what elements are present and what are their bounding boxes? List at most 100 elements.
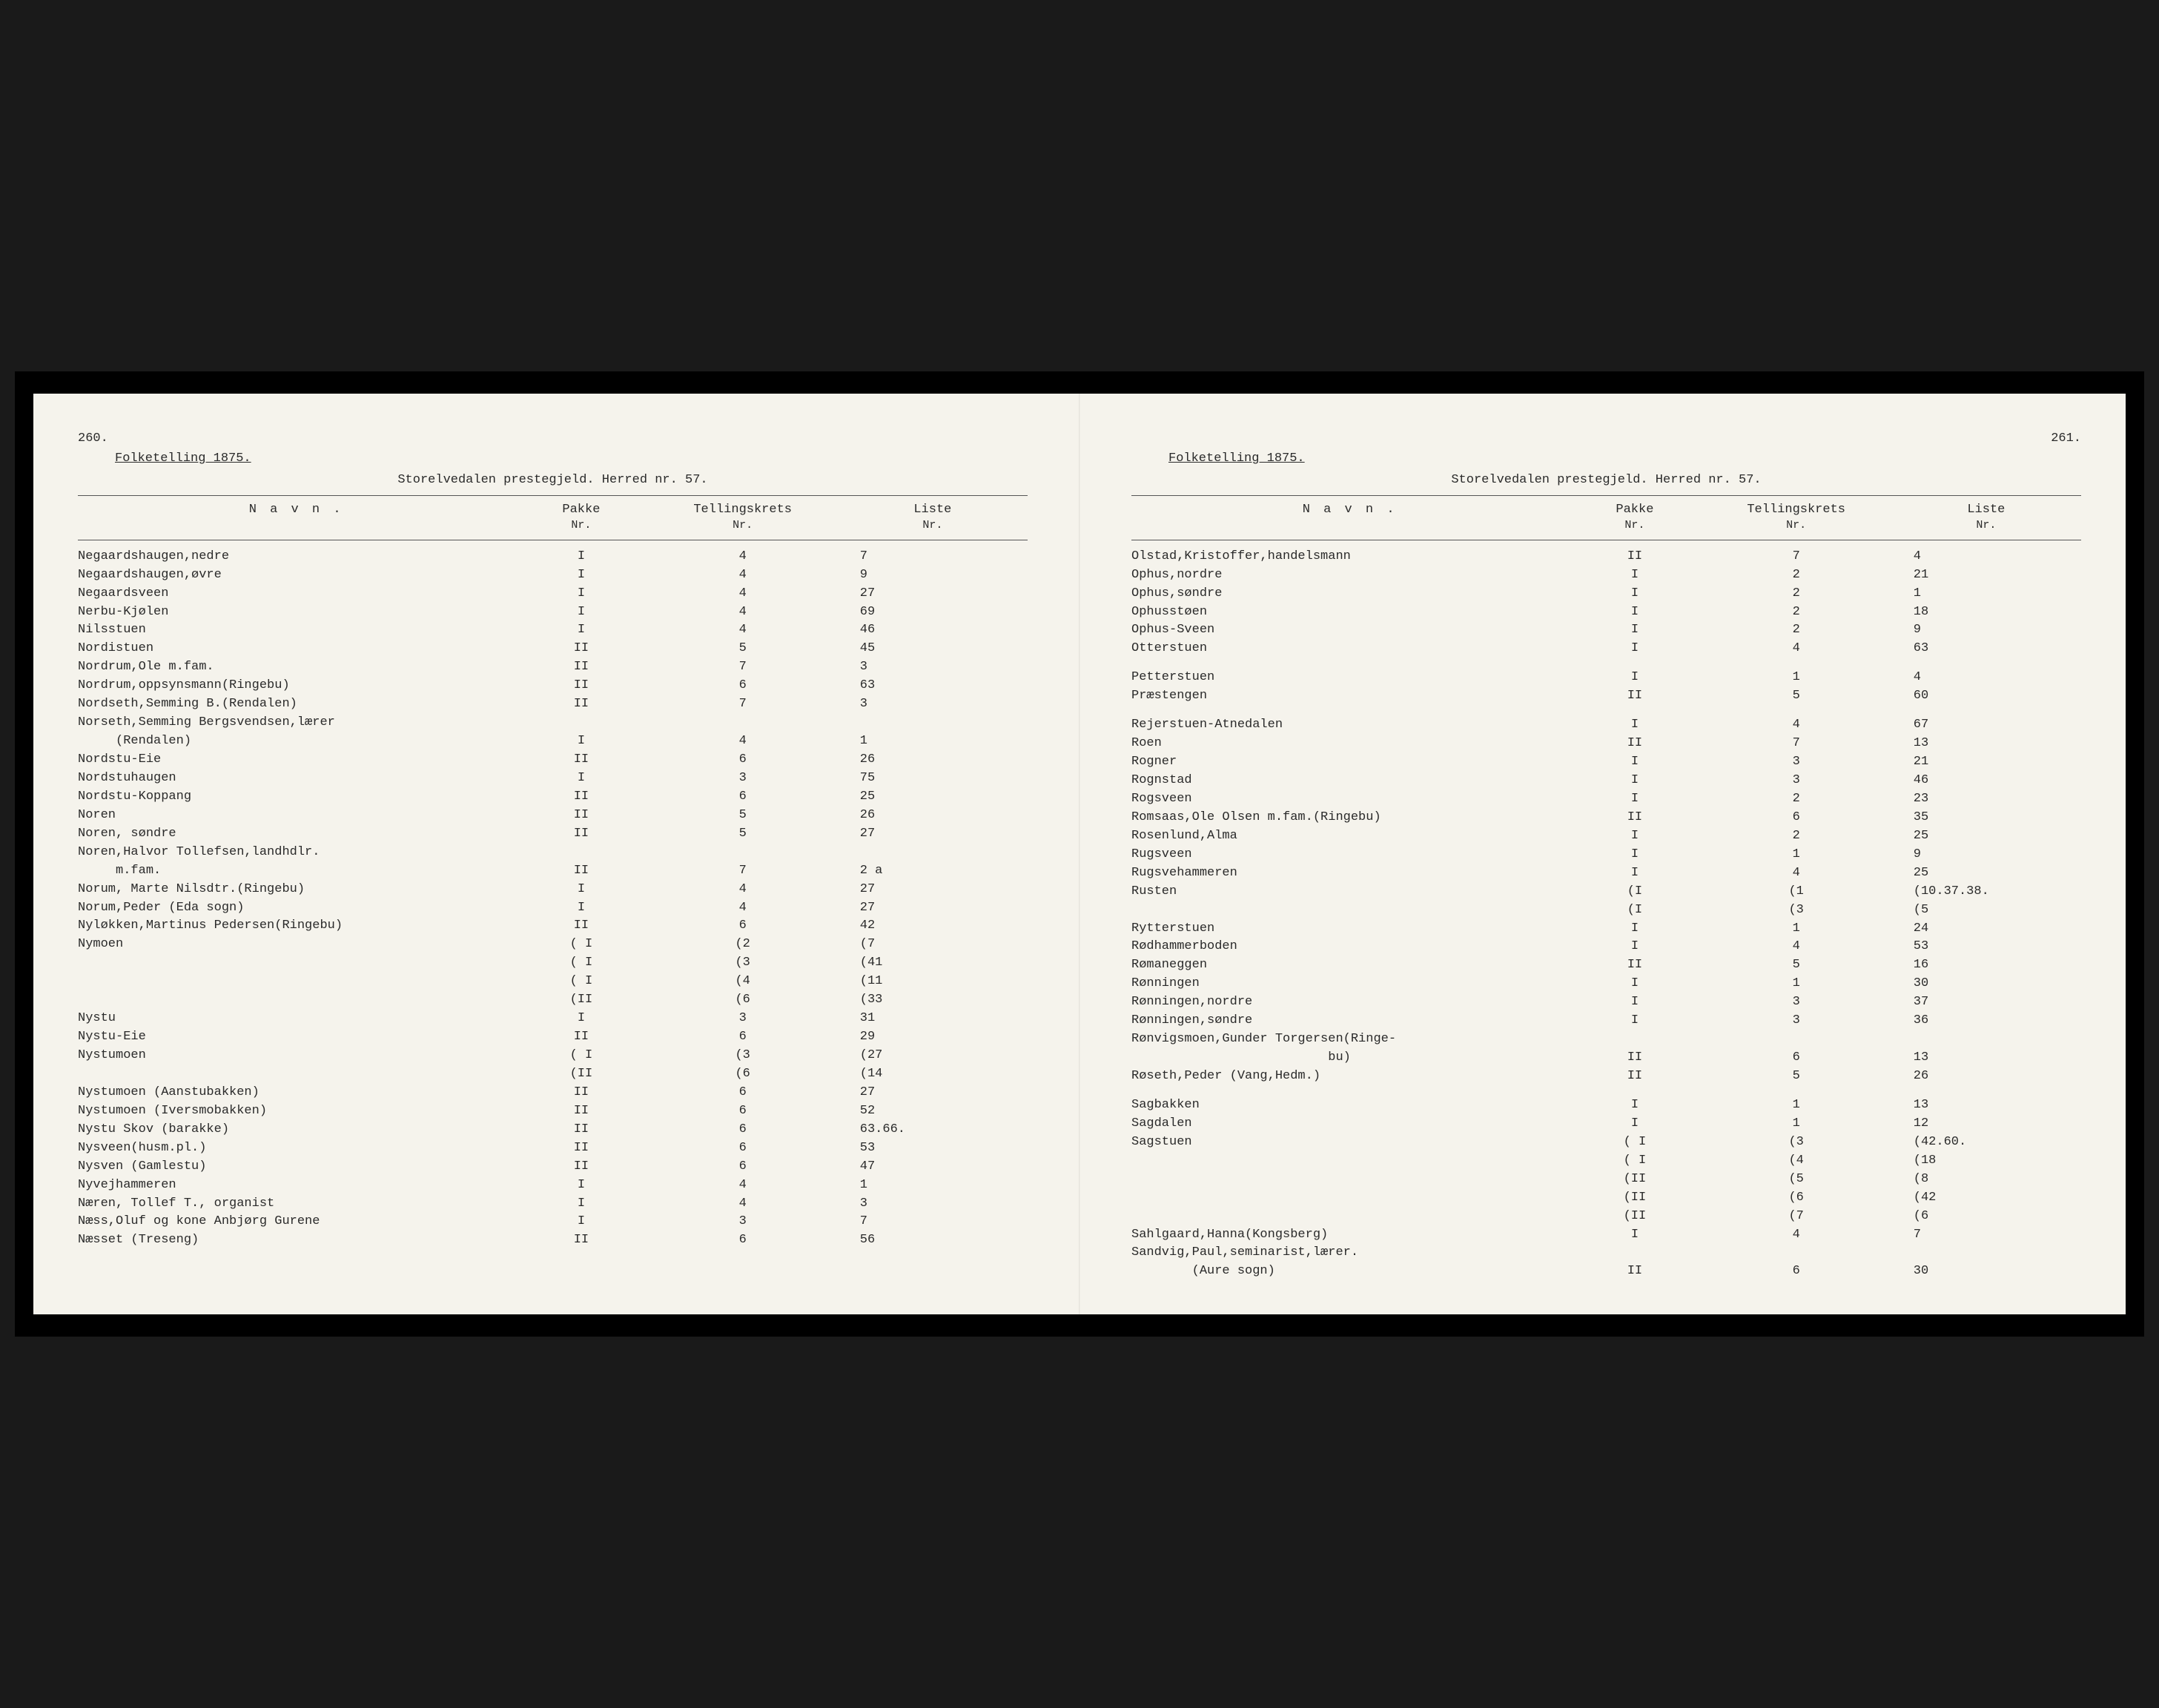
table-row: Nordstu-KoppangII625: [78, 788, 1028, 807]
cell-liste: 27: [838, 881, 1028, 898]
cell-pakke: I: [1568, 921, 1701, 938]
cell-liste: 7: [838, 549, 1028, 566]
cell-liste: (5: [1891, 902, 2081, 919]
cell-tellingskrets: 3: [1702, 1013, 1891, 1030]
cell-navn: Næren, Tollef T., organist: [78, 1196, 515, 1213]
cell-tellingskrets: 2: [1702, 791, 1891, 808]
cell-liste: 13: [1891, 1050, 2081, 1067]
table-row: Nystumoen( I(3(27: [78, 1047, 1028, 1065]
cell-navn: Rosenlund,Alma: [1131, 828, 1568, 845]
cell-liste: (18: [1891, 1153, 2081, 1170]
cell-pakke: II: [515, 678, 647, 695]
table-row: Rusten(I(1(10.37.38.: [1131, 883, 2081, 901]
cell-liste: 69: [838, 604, 1028, 621]
cell-tellingskrets: 2: [1702, 567, 1891, 584]
cell-navn: Nerbu-Kjølen: [78, 604, 515, 621]
cell-tellingskrets: 6: [1702, 1050, 1891, 1067]
cell-liste: 46: [1891, 772, 2081, 790]
cell-pakke: (II: [1568, 1190, 1701, 1207]
cell-liste: 37: [1891, 994, 2081, 1011]
cell-pakke: II: [1568, 549, 1701, 566]
cell-pakke: [515, 715, 647, 732]
cell-liste: (6: [1891, 1208, 2081, 1225]
cell-liste: 63: [1891, 640, 2081, 658]
cell-liste: (42: [1891, 1190, 2081, 1207]
cell-pakke: II: [515, 789, 647, 806]
cell-tellingskrets: (2: [648, 936, 838, 953]
cell-navn: [1131, 1190, 1568, 1207]
cell-navn: Præstengen: [1131, 688, 1568, 705]
cell-pakke: I: [1568, 586, 1701, 603]
cell-tellingskrets: 1: [1702, 1116, 1891, 1133]
cell-tellingskrets: 6: [648, 678, 838, 695]
subheading-left: Storelvedalen prestegjeld. Herred nr. 57…: [78, 472, 1028, 489]
cell-pakke: II: [1568, 688, 1701, 705]
cell-navn: Nystumoen (Iversmobakken): [78, 1103, 515, 1120]
cell-liste: 2 a: [838, 863, 1028, 880]
cell-pakke: II: [1568, 957, 1701, 974]
cell-navn: Rejerstuen-Atnedalen: [1131, 717, 1568, 734]
cell-liste: 3: [838, 1196, 1028, 1213]
cell-navn: Nordseth,Semming B.(Rendalen): [78, 696, 515, 713]
cell-liste: 7: [1891, 1227, 2081, 1244]
cell-navn: Rogsveen: [1131, 791, 1568, 808]
cell-pakke: I: [515, 1010, 647, 1027]
cell-liste: 3: [838, 659, 1028, 676]
table-row: (I(3(5: [1131, 901, 2081, 920]
cell-tellingskrets: 6: [648, 789, 838, 806]
cell-tellingskrets: 4: [648, 567, 838, 584]
cell-navn: Nordrum,oppsynsmann(Ringebu): [78, 678, 515, 695]
cell-navn: Sagstuen: [1131, 1134, 1568, 1151]
table-row: Nystu Skov (barakke)II663.66.: [78, 1121, 1028, 1139]
cell-liste: 26: [838, 752, 1028, 769]
table-row: (II(7(6: [1131, 1208, 2081, 1226]
cell-liste: 27: [838, 826, 1028, 843]
cell-navn: Nordstu-Eie: [78, 752, 515, 769]
col-header-pakke-r: Pakke Nr.: [1568, 502, 1701, 534]
cell-tellingskrets: 6: [648, 1029, 838, 1046]
table-row: NordstuhaugenI375: [78, 769, 1028, 788]
cell-pakke: II: [515, 696, 647, 713]
cell-tellingskrets: 6: [648, 1085, 838, 1102]
cell-liste: (41: [838, 955, 1028, 972]
cell-liste: 30: [1891, 976, 2081, 993]
cell-tellingskrets: (6: [648, 1066, 838, 1083]
cell-liste: (14: [838, 1066, 1028, 1083]
cell-liste: 25: [838, 789, 1028, 806]
cell-navn: Otterstuen: [1131, 640, 1568, 658]
table-row: (II(6(14: [78, 1065, 1028, 1084]
table-row: Nordseth,Semming B.(Rendalen)II73: [78, 695, 1028, 714]
table-row: ( I(4(18: [1131, 1152, 2081, 1171]
cell-liste: 30: [1891, 1263, 2081, 1280]
col-header-navn: N a v n .: [78, 502, 515, 534]
cell-navn: Nordstu-Koppang: [78, 789, 515, 806]
cell-tellingskrets: 2: [1702, 622, 1891, 639]
cell-navn: Sahlgaard,Hanna(Kongsberg): [1131, 1227, 1568, 1244]
cell-navn: Rogner: [1131, 754, 1568, 771]
cell-tellingskrets: 6: [648, 1122, 838, 1139]
cell-navn: Næss,Oluf og kone Anbjørg Gurene: [78, 1214, 515, 1231]
cell-pakke: I: [1568, 622, 1701, 639]
cell-navn: Rønvigsmoen,Gunder Torgersen(Ringe-: [1131, 1031, 1568, 1048]
cell-tellingskrets: [1702, 1031, 1891, 1048]
table-row: RytterstuenI124: [1131, 920, 2081, 939]
cell-liste: 52: [838, 1103, 1028, 1120]
cell-navn: Negaardsveen: [78, 586, 515, 603]
cell-pakke: I: [1568, 994, 1701, 1011]
cell-liste: 9: [1891, 622, 2081, 639]
table-row: Nordrum,Ole m.fam.II73: [78, 658, 1028, 677]
book-spread: 260. Folketelling 1875. Storelvedalen pr…: [33, 394, 2126, 1315]
table-row: Sagstuen( I(3(42.60.: [1131, 1133, 2081, 1152]
table-row: Sahlgaard,Hanna(Kongsberg)I47: [1131, 1226, 2081, 1245]
cell-pakke: (II: [515, 1066, 647, 1083]
cell-pakke: ( I: [1568, 1153, 1701, 1170]
cell-pakke: I: [1568, 1227, 1701, 1244]
table-row: Næss,Oluf og kone Anbjørg GureneI37: [78, 1213, 1028, 1231]
cell-navn: Nyvejhammeren: [78, 1177, 515, 1194]
cell-navn: Ophusstøen: [1131, 604, 1568, 621]
cell-pakke: I: [515, 770, 647, 787]
cell-tellingskrets: 4: [648, 1177, 838, 1194]
cell-navn: Rytterstuen: [1131, 921, 1568, 938]
table-row: NilsstuenI446: [78, 621, 1028, 640]
cell-liste: 27: [838, 900, 1028, 917]
